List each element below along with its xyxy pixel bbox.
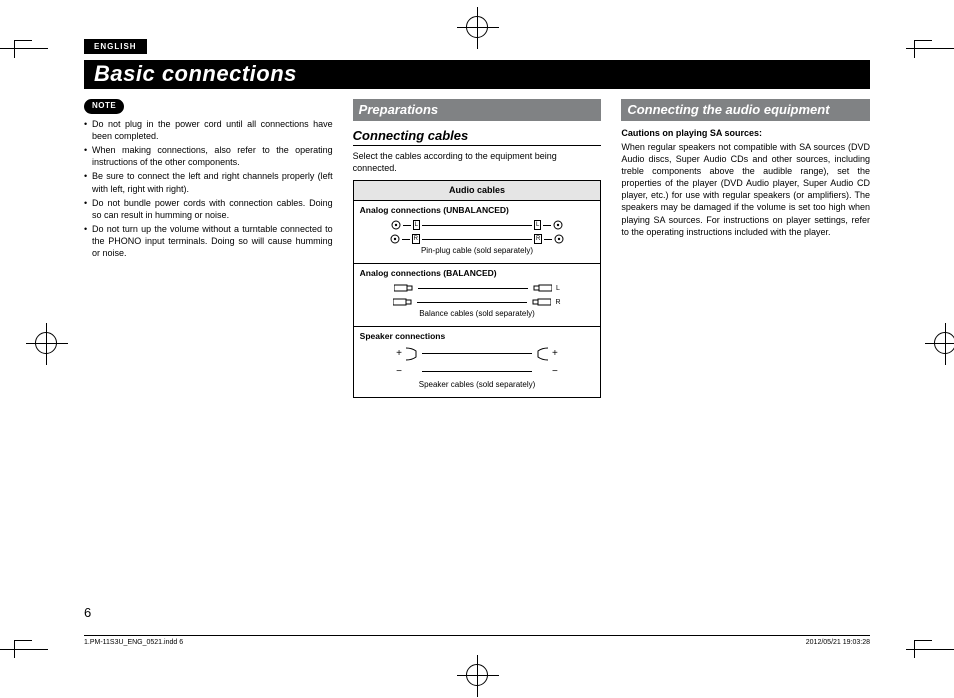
xlr-plug-icon xyxy=(394,283,416,293)
cautions-title: Cautions on playing SA sources: xyxy=(621,127,870,139)
section-heading-preparations: Preparations xyxy=(353,99,602,121)
cable-section-balanced: Analog connections (BALANCED) L xyxy=(354,264,601,327)
cable-diagram-speaker: + + − − xyxy=(360,347,595,379)
page-content: ENGLISH Basic connections NOTE Do not pl… xyxy=(84,36,870,646)
subsection-heading-cables: Connecting cables xyxy=(353,127,602,147)
note-item: Do not bundle power cords with connectio… xyxy=(84,197,333,221)
cable-section-label: Analog connections (BALANCED) xyxy=(360,268,595,279)
cautions-body: When regular speakers not compatible wit… xyxy=(621,141,870,238)
cable-diagram-unbalanced: L L R R xyxy=(360,220,595,244)
cable-section-label: Analog connections (UNBALANCED) xyxy=(360,205,595,216)
rca-plug-icon xyxy=(391,220,401,230)
section-heading-audio-equipment: Connecting the audio equipment xyxy=(621,99,870,121)
note-item: When making connections, also refer to t… xyxy=(84,144,333,168)
note-item: Be sure to connect the left and right ch… xyxy=(84,170,333,194)
column-audio-equipment: Connecting the audio equipment Cautions … xyxy=(621,99,870,398)
audio-cables-table: Audio cables Analog connections (UNBALAN… xyxy=(353,180,602,398)
spade-plug-icon xyxy=(404,347,420,361)
column-preparations: Preparations Connecting cables Select th… xyxy=(353,99,602,398)
cable-section-label: Speaker connections xyxy=(360,331,595,342)
spade-plug-icon xyxy=(534,347,550,361)
rca-plug-icon xyxy=(390,234,400,244)
footer-filename: 1.PM-11S3U_ENG_0521.indd 6 xyxy=(84,639,183,646)
cables-lead: Select the cables according to the equip… xyxy=(353,150,602,174)
page-title: Basic connections xyxy=(84,61,870,87)
page-number: 6 xyxy=(84,605,91,620)
imposition-footer: 1.PM-11S3U_ENG_0521.indd 6 2012/05/21 19… xyxy=(84,635,870,646)
rca-plug-icon xyxy=(553,220,563,230)
xlr-plug-icon xyxy=(529,297,551,307)
footer-timestamp: 2012/05/21 19:03:28 xyxy=(806,639,870,646)
column-notes: NOTE Do not plug in the power cord until… xyxy=(84,99,333,398)
cable-section-speaker: Speaker connections + + − xyxy=(354,327,601,397)
cable-caption: Pin-plug cable (sold separately) xyxy=(360,246,595,257)
note-item: Do not turn up the volume without a turn… xyxy=(84,223,333,259)
language-tab: ENGLISH xyxy=(84,39,147,54)
note-list: Do not plug in the power cord until all … xyxy=(84,118,333,260)
cable-caption: Speaker cables (sold separately) xyxy=(360,380,595,391)
cable-caption: Balance cables (sold separately) xyxy=(360,309,595,320)
rca-plug-icon xyxy=(554,234,564,244)
note-item: Do not plug in the power cord until all … xyxy=(84,118,333,142)
xlr-plug-icon xyxy=(530,283,552,293)
cable-diagram-balanced: L R xyxy=(360,283,595,307)
cables-table-title: Audio cables xyxy=(354,181,601,200)
note-badge: NOTE xyxy=(84,99,124,114)
cable-section-unbalanced: Analog connections (UNBALANCED) L L xyxy=(354,201,601,264)
xlr-plug-icon xyxy=(393,297,415,307)
page-title-bar: Basic connections xyxy=(84,60,870,89)
